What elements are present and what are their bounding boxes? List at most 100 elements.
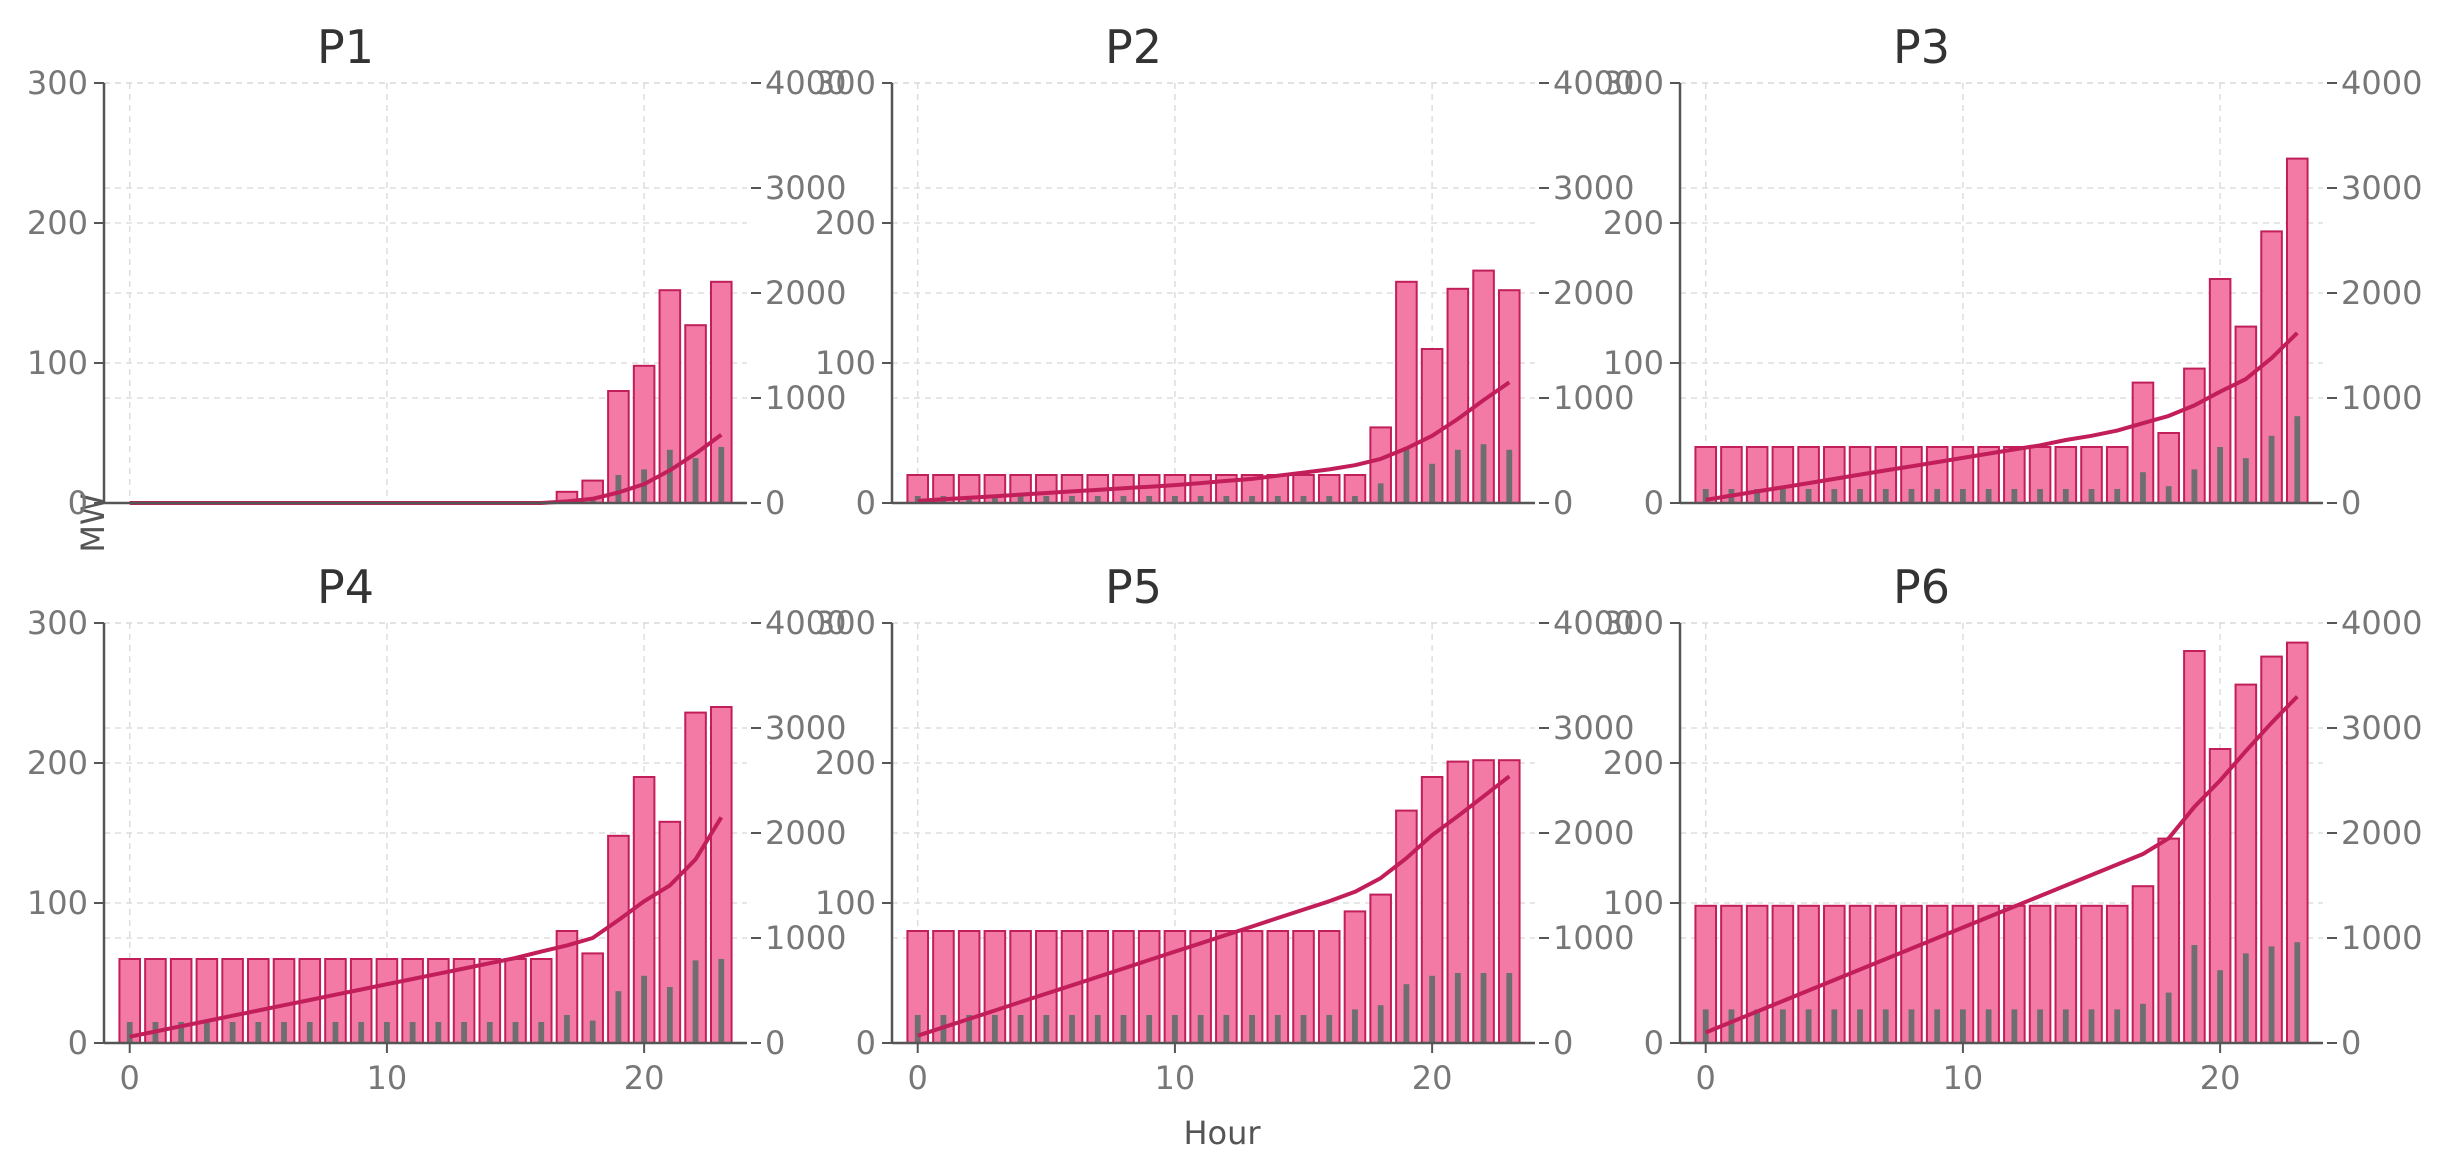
y2-tick-label: 2000 xyxy=(2341,814,2422,852)
y2-tick-label: 4000 xyxy=(765,604,846,642)
small-bar xyxy=(615,991,622,1043)
small-bar xyxy=(1831,1009,1838,1043)
y2-tick-label: 1000 xyxy=(765,919,846,957)
y2-tick-label: 1000 xyxy=(2341,379,2422,417)
y2-tick-label: 3000 xyxy=(765,169,846,207)
x-tick-label: 20 xyxy=(624,1059,665,1097)
y-tick-label: 300 xyxy=(815,64,876,102)
small-bar xyxy=(409,1022,416,1043)
panel-title: P3 xyxy=(1893,20,1950,74)
y-tick-label: 200 xyxy=(815,744,876,782)
small-bar xyxy=(966,1015,973,1043)
y-tick-label: 100 xyxy=(27,344,88,382)
small-bar xyxy=(1985,489,1992,503)
small-bar xyxy=(1985,1009,1992,1043)
y2-tick-label: 0 xyxy=(1553,484,1573,522)
small-bar xyxy=(1857,1009,1863,1043)
series-line xyxy=(1705,331,2299,502)
small-bar xyxy=(1506,973,1513,1043)
y2-tick-label: 4000 xyxy=(1553,604,1634,642)
x-tick-label: 0 xyxy=(120,1059,140,1097)
small-bar xyxy=(1882,489,1889,503)
y-tick-label: 100 xyxy=(1603,344,1664,382)
small-bar xyxy=(1120,1015,1127,1043)
y2-tick-label: 2000 xyxy=(765,814,846,852)
y-tick-label: 0 xyxy=(68,484,88,522)
small-bar xyxy=(281,1022,287,1043)
y2-tick-label: 0 xyxy=(2341,1024,2361,1062)
small-bar xyxy=(1352,1009,1358,1043)
small-bar xyxy=(718,447,725,503)
small-bar xyxy=(358,1022,365,1043)
small-bar xyxy=(229,1022,236,1043)
small-bar xyxy=(1934,489,1941,503)
small-bar xyxy=(991,496,998,503)
y-tick-label: 300 xyxy=(27,604,88,642)
y2-tick-label: 1000 xyxy=(2341,919,2422,957)
small-bar xyxy=(1274,1015,1281,1043)
small-bar xyxy=(512,1022,519,1043)
y-tick-label: 300 xyxy=(27,64,88,102)
small-bar xyxy=(435,1022,442,1043)
small-bar xyxy=(2088,1009,2095,1043)
small-bar xyxy=(1960,1009,1966,1043)
y-tick-label: 100 xyxy=(815,344,876,382)
x-axis-label: Hour xyxy=(1183,1114,1261,1152)
small-bar xyxy=(1754,489,1761,503)
small-bar xyxy=(1223,1015,1230,1043)
small-bar xyxy=(2268,946,2275,1043)
small-bar xyxy=(1377,483,1384,503)
small-bar xyxy=(666,449,673,503)
small-bar xyxy=(1326,496,1333,503)
small-bar xyxy=(2011,489,2018,503)
y2-tick-label: 0 xyxy=(1553,1024,1573,1062)
small-bar xyxy=(1069,496,1075,503)
small-bar xyxy=(1017,496,1024,503)
y2-tick-label: 1000 xyxy=(1553,379,1634,417)
y-tick-label: 100 xyxy=(815,884,876,922)
small-bar xyxy=(2217,447,2224,503)
small-bar xyxy=(1146,496,1153,503)
panel-title: P6 xyxy=(1893,560,1950,614)
small-bar xyxy=(1274,496,1281,503)
small-bar xyxy=(1094,1015,1101,1043)
y2-tick-label: 2000 xyxy=(765,274,846,312)
y2-tick-label: 3000 xyxy=(765,709,846,747)
small-bar xyxy=(1249,496,1255,503)
small-bar xyxy=(538,1022,545,1043)
small-bar xyxy=(1172,1015,1178,1043)
small-bar xyxy=(1702,489,1709,503)
y2-tick-label: 0 xyxy=(765,484,785,522)
y-tick-label: 200 xyxy=(27,744,88,782)
small-bar xyxy=(2088,489,2095,503)
small-bar xyxy=(641,975,648,1043)
y-tick-label: 200 xyxy=(27,204,88,242)
small-bar xyxy=(564,1015,570,1043)
small-bar xyxy=(1779,489,1786,503)
y2-tick-label: 3000 xyxy=(1553,169,1634,207)
small-bar xyxy=(1480,973,1487,1043)
small-bar xyxy=(1805,1009,1812,1043)
small-bar xyxy=(1934,1009,1941,1043)
small-bar xyxy=(1120,496,1127,503)
small-bar xyxy=(641,469,648,503)
small-bar xyxy=(1069,1015,1075,1043)
y2-tick-label: 4000 xyxy=(765,64,846,102)
small-bar xyxy=(1429,975,1436,1043)
small-bar xyxy=(2037,1009,2043,1043)
small-bar xyxy=(2114,489,2121,503)
y-tick-label: 300 xyxy=(815,604,876,642)
small-bar xyxy=(2114,1009,2121,1043)
small-bar xyxy=(1454,449,1461,503)
y2-tick-label: 0 xyxy=(765,1024,785,1062)
y-tick-label: 200 xyxy=(815,204,876,242)
small-bar xyxy=(203,1022,210,1043)
small-bar xyxy=(2062,1009,2069,1043)
small-bar xyxy=(1043,1015,1050,1043)
small-bar xyxy=(1300,496,1307,503)
small-bar xyxy=(914,1015,921,1043)
small-bar xyxy=(2242,458,2249,503)
small-bar xyxy=(615,475,622,503)
small-bar xyxy=(1702,1009,1709,1043)
